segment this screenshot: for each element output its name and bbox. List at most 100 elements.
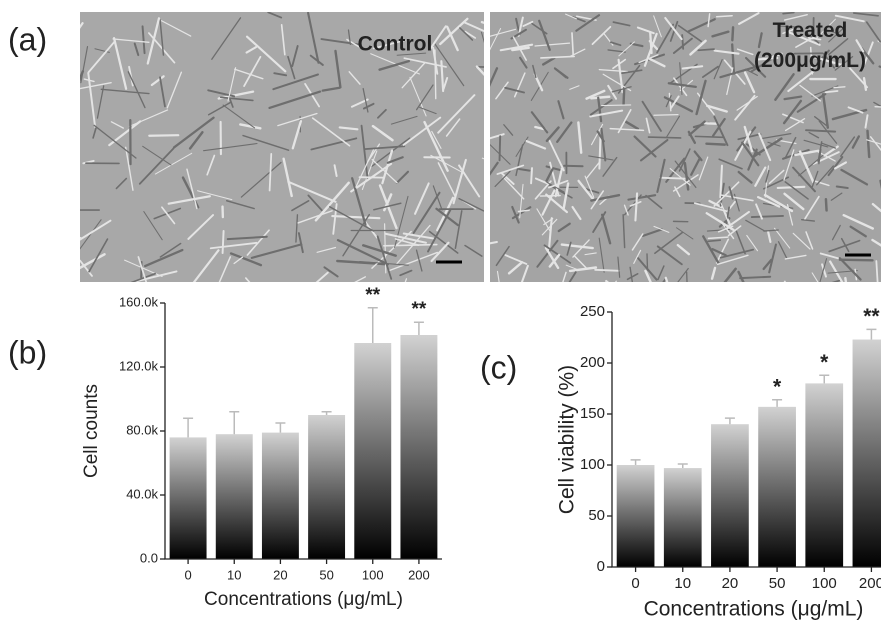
significance: ** bbox=[863, 305, 880, 328]
significance: ** bbox=[365, 285, 380, 306]
cell bbox=[662, 278, 667, 282]
cell bbox=[713, 49, 740, 55]
cell bbox=[653, 15, 662, 38]
cell bbox=[362, 102, 375, 110]
cell bbox=[446, 25, 459, 52]
cell bbox=[546, 181, 565, 193]
cell bbox=[229, 252, 263, 267]
cell bbox=[525, 140, 547, 150]
cell bbox=[311, 117, 351, 147]
axis bbox=[164, 303, 442, 560]
cell bbox=[384, 223, 387, 274]
cell bbox=[112, 38, 150, 43]
cell bbox=[824, 28, 843, 36]
cell bbox=[404, 278, 408, 282]
cell bbox=[622, 214, 626, 249]
cell bbox=[734, 130, 752, 161]
cell bbox=[838, 257, 862, 281]
cell bbox=[141, 25, 146, 55]
cell bbox=[707, 239, 722, 243]
cell bbox=[676, 227, 694, 240]
cell bbox=[840, 237, 850, 253]
cell bbox=[725, 206, 730, 228]
cell bbox=[396, 224, 431, 265]
cell bbox=[601, 104, 632, 107]
cell bbox=[711, 30, 730, 38]
cell bbox=[598, 135, 602, 170]
cell-texture bbox=[490, 12, 881, 282]
cell bbox=[784, 118, 806, 132]
cell bbox=[239, 123, 262, 130]
significance: ** bbox=[412, 299, 427, 320]
cell bbox=[307, 12, 320, 64]
cell bbox=[743, 125, 754, 153]
cell bbox=[782, 113, 804, 124]
cell bbox=[741, 141, 760, 167]
cell bbox=[371, 158, 398, 184]
cell bbox=[757, 32, 763, 49]
cell bbox=[805, 129, 837, 133]
cell bbox=[794, 149, 820, 157]
cell bbox=[291, 200, 310, 212]
cell bbox=[609, 127, 645, 132]
cell bbox=[437, 94, 476, 134]
cell bbox=[713, 59, 723, 80]
cell bbox=[571, 32, 574, 56]
cell bbox=[641, 100, 662, 132]
cell bbox=[574, 255, 588, 270]
cell bbox=[517, 209, 530, 213]
cell bbox=[295, 214, 299, 243]
cell bbox=[80, 45, 89, 84]
cell bbox=[611, 86, 632, 93]
cell bbox=[315, 271, 329, 282]
cell bbox=[746, 234, 759, 252]
y-tick-label: 0 bbox=[597, 558, 605, 575]
cell bbox=[507, 261, 524, 275]
cell bbox=[864, 114, 869, 129]
cell bbox=[782, 12, 795, 15]
cell bbox=[817, 141, 823, 163]
cell bbox=[874, 105, 881, 108]
cell bbox=[784, 254, 807, 260]
cell bbox=[779, 25, 800, 28]
cell bbox=[362, 244, 397, 257]
cell bbox=[738, 12, 760, 25]
cell bbox=[415, 84, 434, 111]
cell bbox=[719, 66, 755, 79]
cell bbox=[282, 157, 293, 198]
cell bbox=[871, 202, 881, 213]
cell bbox=[745, 219, 765, 232]
cell bbox=[795, 36, 815, 48]
cell bbox=[875, 260, 879, 282]
error-bar bbox=[367, 307, 378, 343]
cell bbox=[378, 59, 410, 71]
cell bbox=[563, 164, 584, 168]
cell bbox=[363, 145, 406, 151]
cell bbox=[819, 252, 840, 260]
error-bar bbox=[866, 328, 877, 340]
cell bbox=[719, 248, 755, 259]
cell bbox=[809, 46, 814, 75]
cell bbox=[725, 210, 750, 229]
x-tick-label: 0 bbox=[631, 575, 639, 592]
cell bbox=[350, 162, 393, 193]
significance: * bbox=[820, 351, 829, 374]
error-bar bbox=[413, 321, 424, 335]
cell bbox=[768, 243, 777, 274]
cell bbox=[849, 67, 869, 89]
cell bbox=[873, 101, 881, 108]
cell bbox=[644, 269, 652, 282]
cell bbox=[788, 31, 821, 46]
cell bbox=[539, 194, 561, 197]
cell bbox=[824, 90, 839, 94]
cell bbox=[348, 71, 361, 85]
cell bbox=[615, 280, 617, 282]
cell bbox=[821, 263, 827, 278]
cell bbox=[197, 190, 233, 201]
cell bbox=[386, 156, 404, 164]
cell bbox=[545, 168, 554, 183]
cell bbox=[664, 276, 669, 282]
cell bbox=[585, 188, 600, 194]
cell bbox=[784, 181, 809, 200]
